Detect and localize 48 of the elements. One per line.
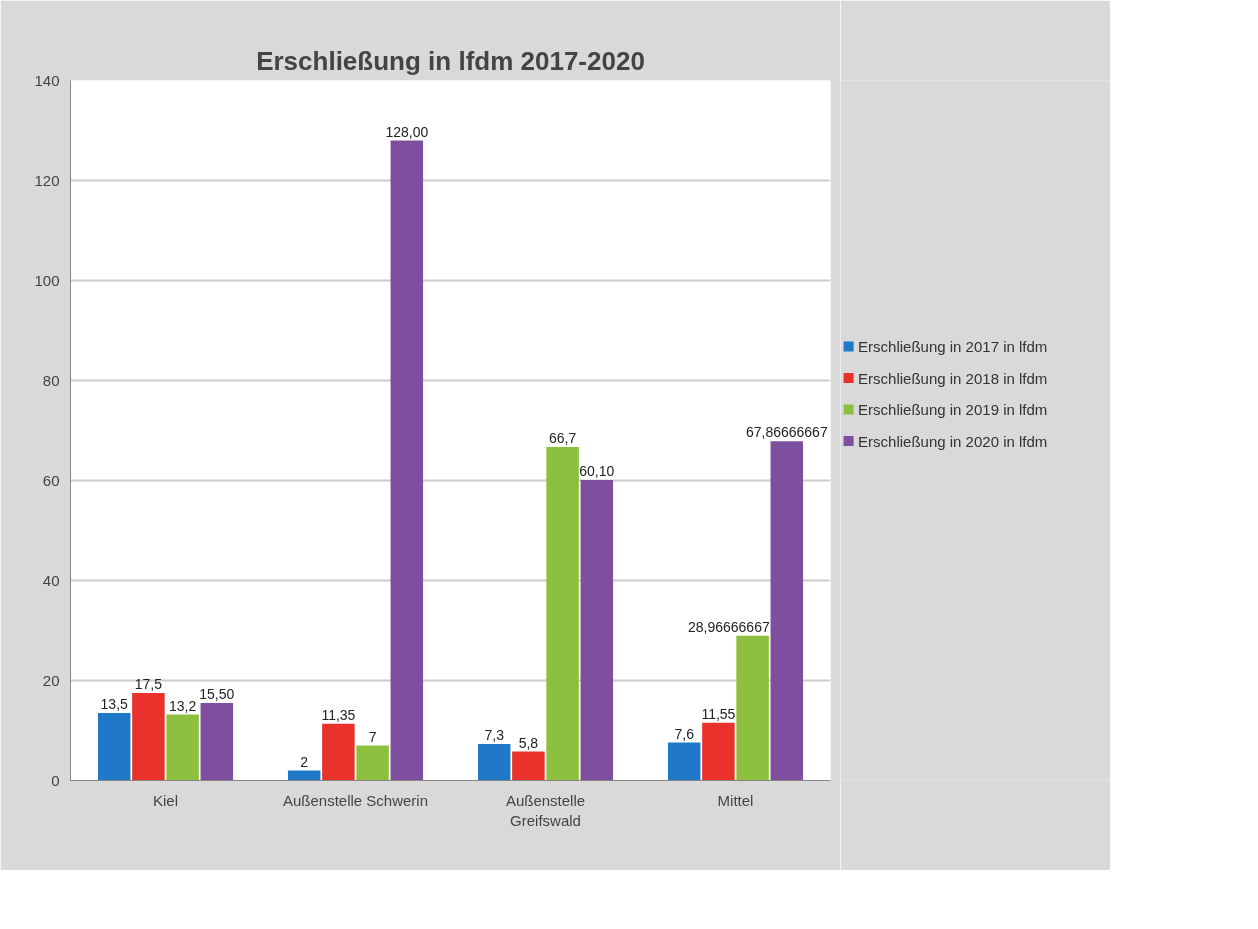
data-label: 11,55 bbox=[701, 705, 736, 722]
data-label: 7,6 bbox=[674, 725, 695, 742]
bar bbox=[512, 751, 545, 781]
data-label: 60,10 bbox=[579, 463, 615, 479]
y-tick-label: 20 bbox=[42, 671, 60, 689]
bar bbox=[546, 447, 579, 781]
data-label: 13,2 bbox=[168, 697, 197, 714]
y-tick-label: 120 bbox=[34, 171, 60, 189]
data-label: 11,35 bbox=[321, 706, 356, 723]
bar bbox=[132, 693, 165, 781]
chart-title: Erschließung in lfdm 2017-2020 bbox=[256, 45, 645, 76]
legend-label: Erschließung in 2018 in lfdm bbox=[858, 369, 1048, 387]
bar bbox=[667, 742, 701, 781]
data-label: 7,3 bbox=[484, 727, 505, 743]
data-label: 2 bbox=[300, 753, 309, 770]
bar bbox=[200, 703, 234, 781]
bar bbox=[702, 722, 735, 781]
legend-label: Erschließung in 2017 in lfdm bbox=[858, 338, 1048, 355]
bar bbox=[477, 744, 511, 781]
legend-label: Erschließung in 2019 in lfdm bbox=[858, 401, 1048, 418]
bar bbox=[166, 714, 199, 781]
x-tick-label: Kiel bbox=[152, 791, 179, 809]
y-tick-label: 60 bbox=[42, 471, 60, 489]
data-label: 17,5 bbox=[134, 676, 163, 692]
bar bbox=[322, 723, 355, 781]
x-tick-label: Außenstelle Greifswald bbox=[505, 791, 586, 829]
x-tick-label: Mittel bbox=[717, 791, 754, 809]
data-label: 28,96666667 bbox=[687, 618, 770, 635]
data-label: 5,8 bbox=[518, 734, 539, 751]
x-tick-label: Außenstelle Schwerin bbox=[282, 791, 429, 809]
data-label: 66,7 bbox=[548, 430, 577, 446]
y-tick-label: 0 bbox=[51, 771, 60, 789]
bar bbox=[390, 140, 424, 781]
y-tick-label: 140 bbox=[34, 71, 60, 89]
bar bbox=[356, 745, 389, 781]
data-label: 7 bbox=[368, 728, 377, 745]
data-label: 15,50 bbox=[199, 686, 235, 702]
legend-label: Erschließung in 2020 in lfdm bbox=[858, 432, 1048, 450]
y-tick-label: 100 bbox=[34, 271, 60, 289]
bar bbox=[770, 441, 804, 781]
y-tick-label: 80 bbox=[42, 371, 60, 389]
data-label: 13,5 bbox=[100, 696, 129, 712]
bar bbox=[736, 635, 769, 781]
bar bbox=[97, 713, 131, 781]
data-label: 67,86666667 bbox=[745, 424, 828, 441]
data-label: 128,00 bbox=[385, 123, 429, 140]
y-tick-label: 40 bbox=[42, 571, 60, 589]
bar bbox=[580, 480, 614, 781]
